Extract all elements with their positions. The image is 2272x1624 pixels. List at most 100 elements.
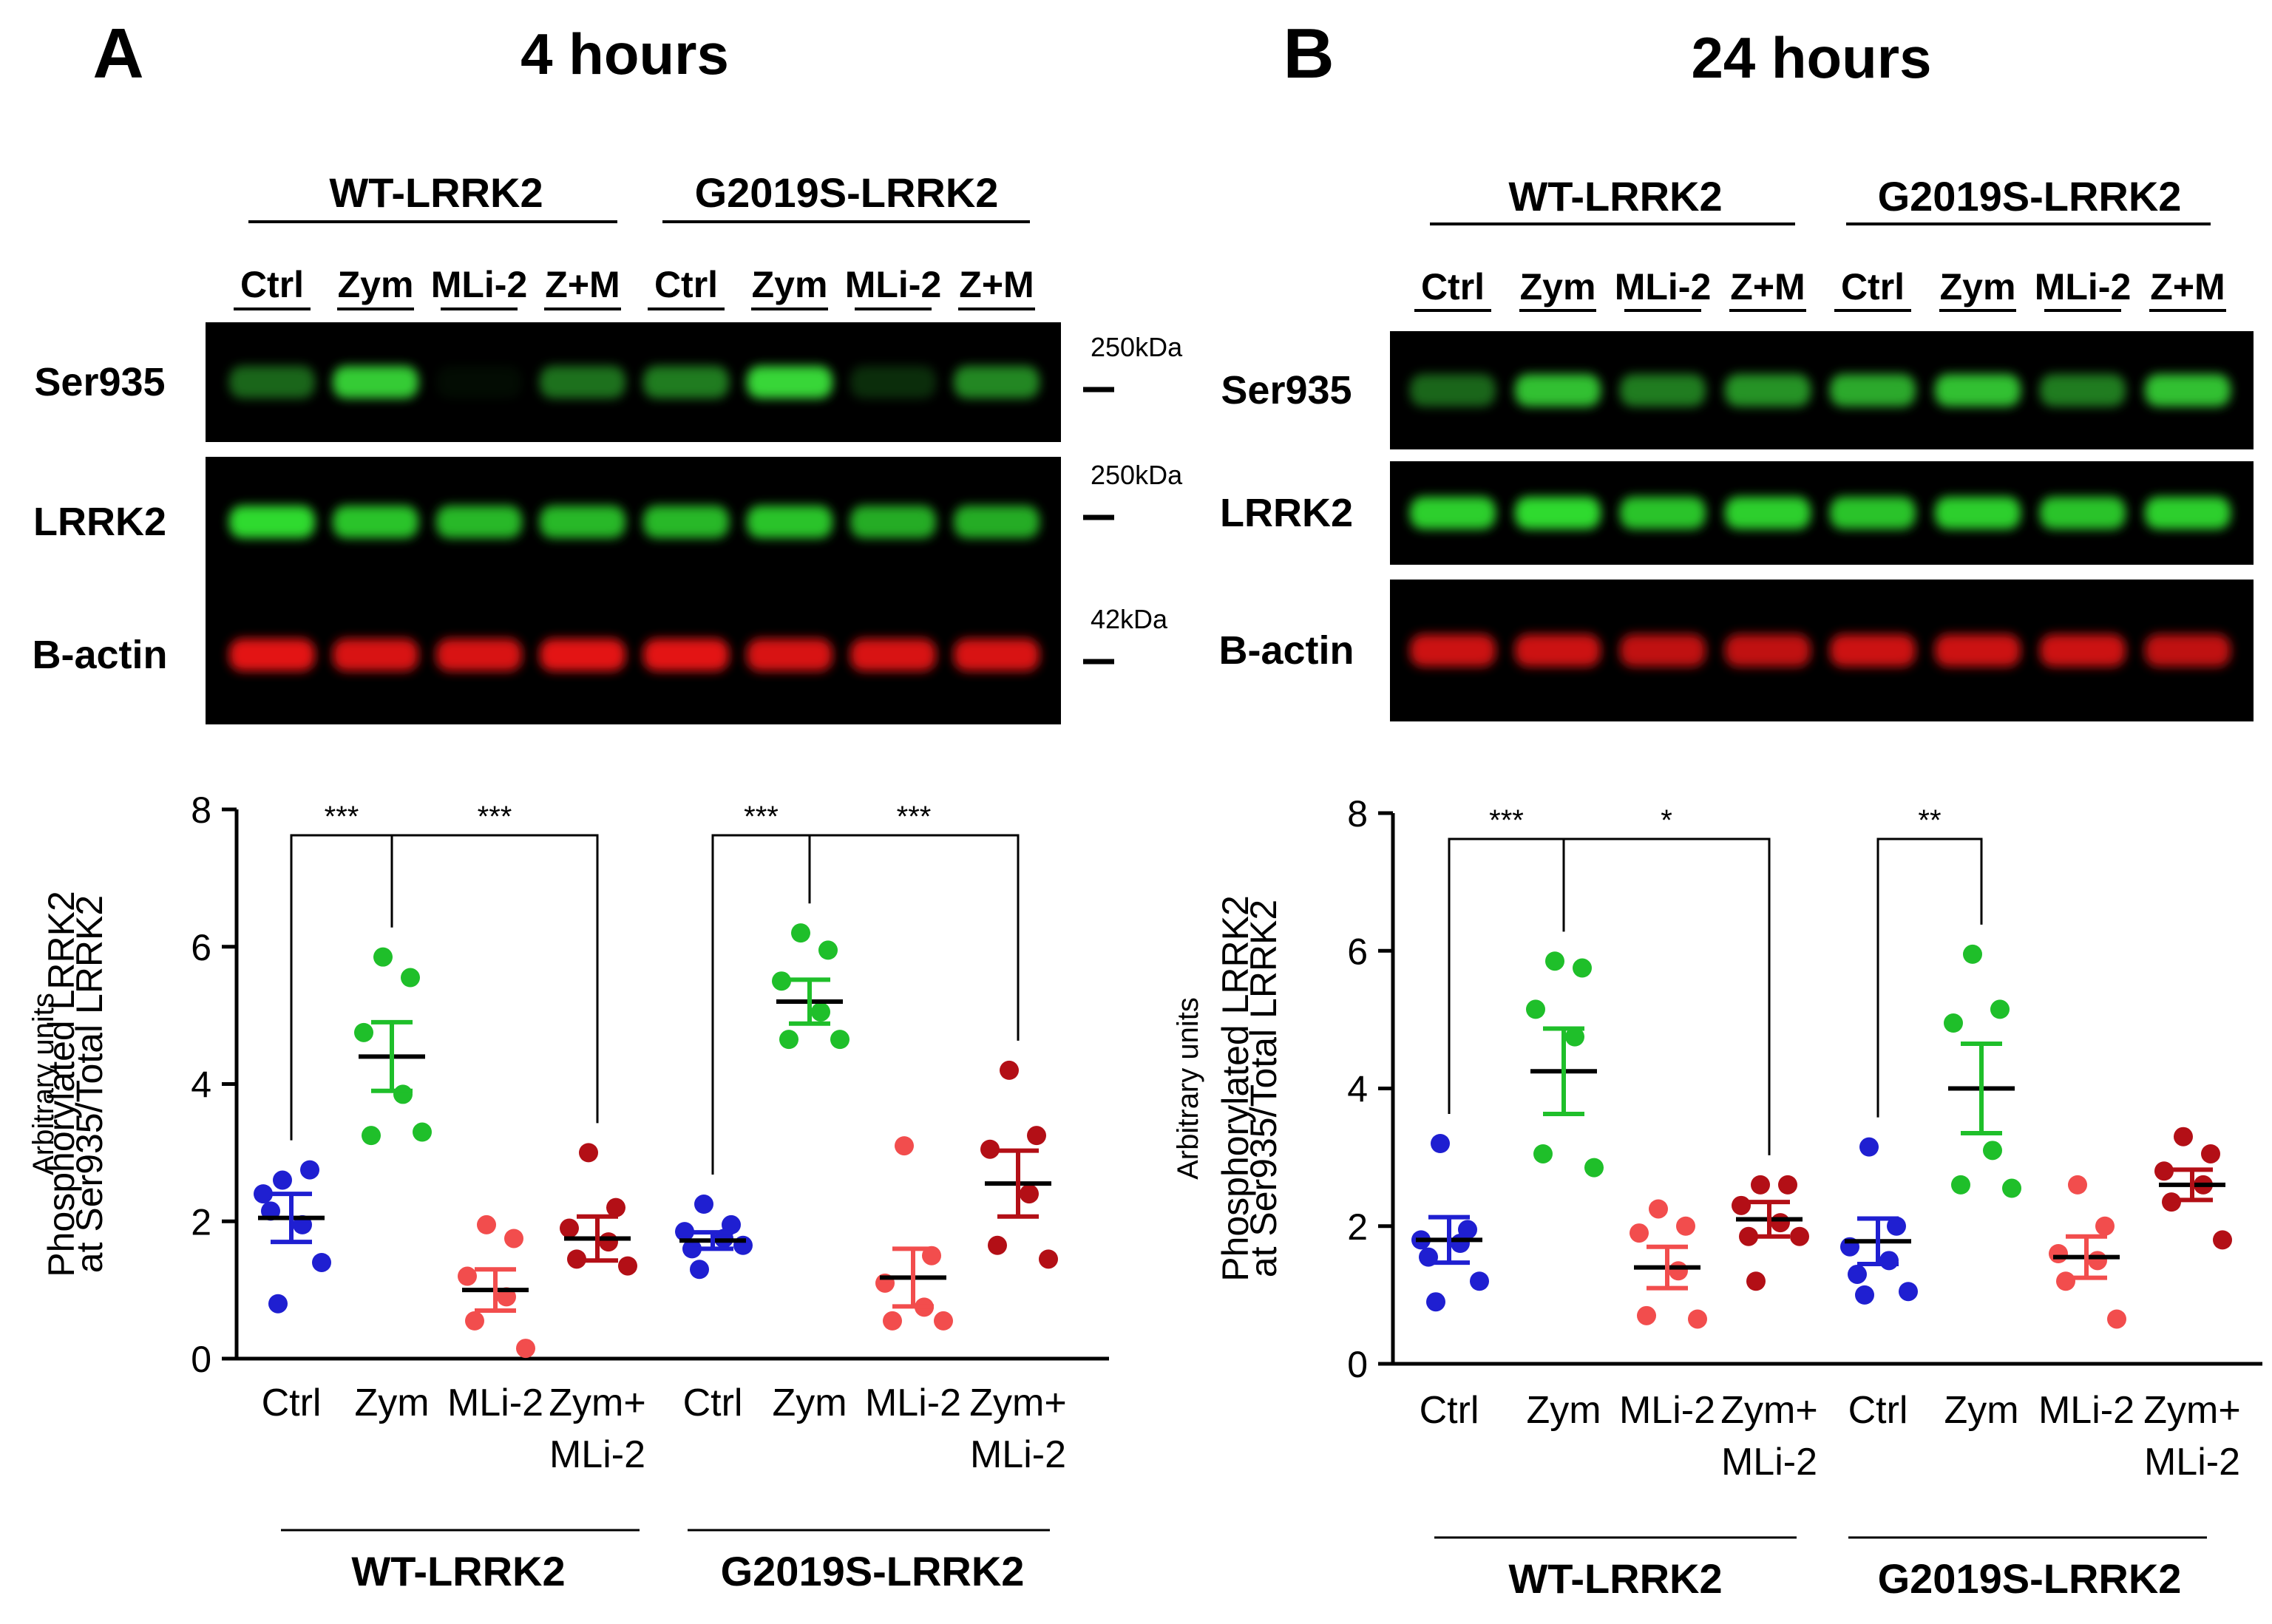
blot-band bbox=[540, 366, 625, 398]
y-tick-label: 2 bbox=[1347, 1206, 1368, 1248]
y-tick-label: 4 bbox=[1347, 1069, 1368, 1110]
data-point bbox=[1545, 951, 1564, 971]
y-axis-label: Phosphorylated LRRK2 bbox=[1215, 895, 1256, 1282]
group-label: WT-LRRK2 bbox=[1508, 1555, 1722, 1602]
western-blot: WT-LRRK2 G2019S-LRRK2 Ctrl Zym MLi-2 Z+M Ctrl Z… bbox=[32, 169, 1183, 724]
x-tick-label: MLi-2 bbox=[970, 1433, 1066, 1476]
data-point bbox=[675, 1222, 694, 1242]
lane-label: Zym bbox=[752, 264, 828, 305]
data-point bbox=[1879, 1251, 1899, 1271]
data-point bbox=[934, 1311, 953, 1331]
blot-band bbox=[1620, 374, 1706, 407]
blot-band bbox=[850, 366, 936, 398]
data-point bbox=[254, 1184, 273, 1204]
blot-band bbox=[1620, 634, 1706, 667]
size-marker-label: 250kDa bbox=[1091, 332, 1183, 362]
data-point bbox=[1688, 1309, 1707, 1329]
blot-row-label: LRRK2 bbox=[1220, 491, 1353, 535]
lane-label: Zym bbox=[338, 264, 414, 305]
data-point bbox=[413, 1122, 432, 1142]
series-0 bbox=[254, 1160, 331, 1314]
data-point bbox=[268, 1294, 288, 1314]
blot-band bbox=[2145, 374, 2231, 407]
lane-label: MLi-2 bbox=[1615, 266, 1712, 308]
data-point bbox=[2095, 1216, 2115, 1236]
data-point bbox=[2068, 1175, 2087, 1195]
data-point bbox=[791, 923, 810, 943]
data-point bbox=[1732, 1195, 1751, 1215]
blot-band bbox=[1725, 374, 1811, 407]
blot-band bbox=[954, 366, 1040, 398]
x-tick-label: Zym+ bbox=[2143, 1389, 2240, 1432]
significance-bracket bbox=[290, 834, 393, 1141]
significance-bracket bbox=[1876, 838, 1983, 1118]
series-1 bbox=[354, 947, 432, 1146]
x-tick-label: Zym bbox=[772, 1382, 847, 1424]
data-point bbox=[980, 1139, 1000, 1159]
x-tick-label: MLi-2 bbox=[447, 1382, 543, 1424]
lane-label: Z+M bbox=[2150, 266, 2225, 308]
panel-title: 24 hours bbox=[1691, 25, 1931, 90]
data-point bbox=[504, 1229, 523, 1248]
x-tick-label: MLi-2 bbox=[1721, 1441, 1817, 1484]
data-point bbox=[694, 1195, 713, 1214]
data-point bbox=[401, 968, 420, 988]
x-tick-label: Ctrl bbox=[262, 1382, 322, 1424]
x-tick-label: Ctrl bbox=[1420, 1389, 1479, 1432]
blot-band bbox=[1830, 374, 1916, 407]
panel-title: 4 hours bbox=[520, 21, 729, 86]
significance-label: *** bbox=[325, 801, 359, 833]
x-tick-label: Ctrl bbox=[683, 1382, 743, 1424]
data-point bbox=[393, 1084, 413, 1104]
lane-label: MLi-2 bbox=[845, 264, 942, 305]
blot-band bbox=[643, 506, 729, 538]
data-point bbox=[516, 1339, 535, 1359]
lane-label: Ctrl bbox=[240, 264, 304, 305]
data-point bbox=[811, 1002, 830, 1022]
data-point bbox=[606, 1197, 625, 1217]
blot-row-label: B-actin bbox=[1218, 628, 1354, 673]
y-tick-label: 4 bbox=[191, 1064, 211, 1106]
data-point bbox=[1470, 1271, 1489, 1291]
blot-group-label: WT-LRRK2 bbox=[329, 169, 543, 216]
lane-label: Z+M bbox=[959, 264, 1034, 305]
y-axis-label: Phosphorylated LRRK2 bbox=[41, 891, 82, 1277]
data-point bbox=[1573, 958, 1592, 978]
blot-band bbox=[2145, 634, 2231, 667]
data-point bbox=[1751, 1175, 1770, 1195]
blot-band bbox=[1515, 634, 1601, 667]
blot-band bbox=[229, 506, 315, 538]
x-tick-label: Zym+ bbox=[549, 1382, 645, 1424]
y-tick-label: 8 bbox=[1347, 793, 1368, 835]
data-point bbox=[1649, 1199, 1668, 1219]
series-7 bbox=[2154, 1127, 2232, 1250]
data-point bbox=[1000, 1060, 1019, 1080]
data-point bbox=[1584, 1158, 1604, 1178]
series-2 bbox=[458, 1214, 535, 1359]
blot-band bbox=[643, 639, 729, 671]
data-point bbox=[1951, 1175, 1970, 1195]
data-point bbox=[1027, 1126, 1046, 1146]
data-point bbox=[1565, 1027, 1584, 1047]
data-point bbox=[1020, 1184, 1039, 1204]
blot-band bbox=[436, 639, 522, 671]
y-tick-label: 6 bbox=[191, 927, 211, 968]
lane-label: Z+M bbox=[1730, 266, 1805, 308]
blot-row-label: Ser935 bbox=[34, 360, 165, 404]
scatter-plot: 0 2 4 6 8 Arbitrary units Phosphorylated LRRK2… bbox=[1172, 793, 2262, 1602]
blot-band bbox=[333, 506, 418, 538]
series-3 bbox=[560, 1143, 637, 1276]
series-3 bbox=[1732, 1175, 1809, 1291]
data-point bbox=[1990, 999, 2010, 1019]
y-tick-label: 0 bbox=[1347, 1344, 1368, 1385]
blot-band bbox=[1620, 497, 1706, 529]
data-point bbox=[599, 1232, 618, 1252]
significance-bracket bbox=[711, 834, 811, 1175]
blot-group-label: G2019S-LRRK2 bbox=[695, 169, 999, 216]
data-point bbox=[1859, 1137, 1879, 1157]
data-point bbox=[2174, 1127, 2193, 1146]
blot-band bbox=[850, 506, 936, 538]
lane-label: Ctrl bbox=[1421, 266, 1485, 308]
group-label: G2019S-LRRK2 bbox=[1878, 1555, 2182, 1602]
